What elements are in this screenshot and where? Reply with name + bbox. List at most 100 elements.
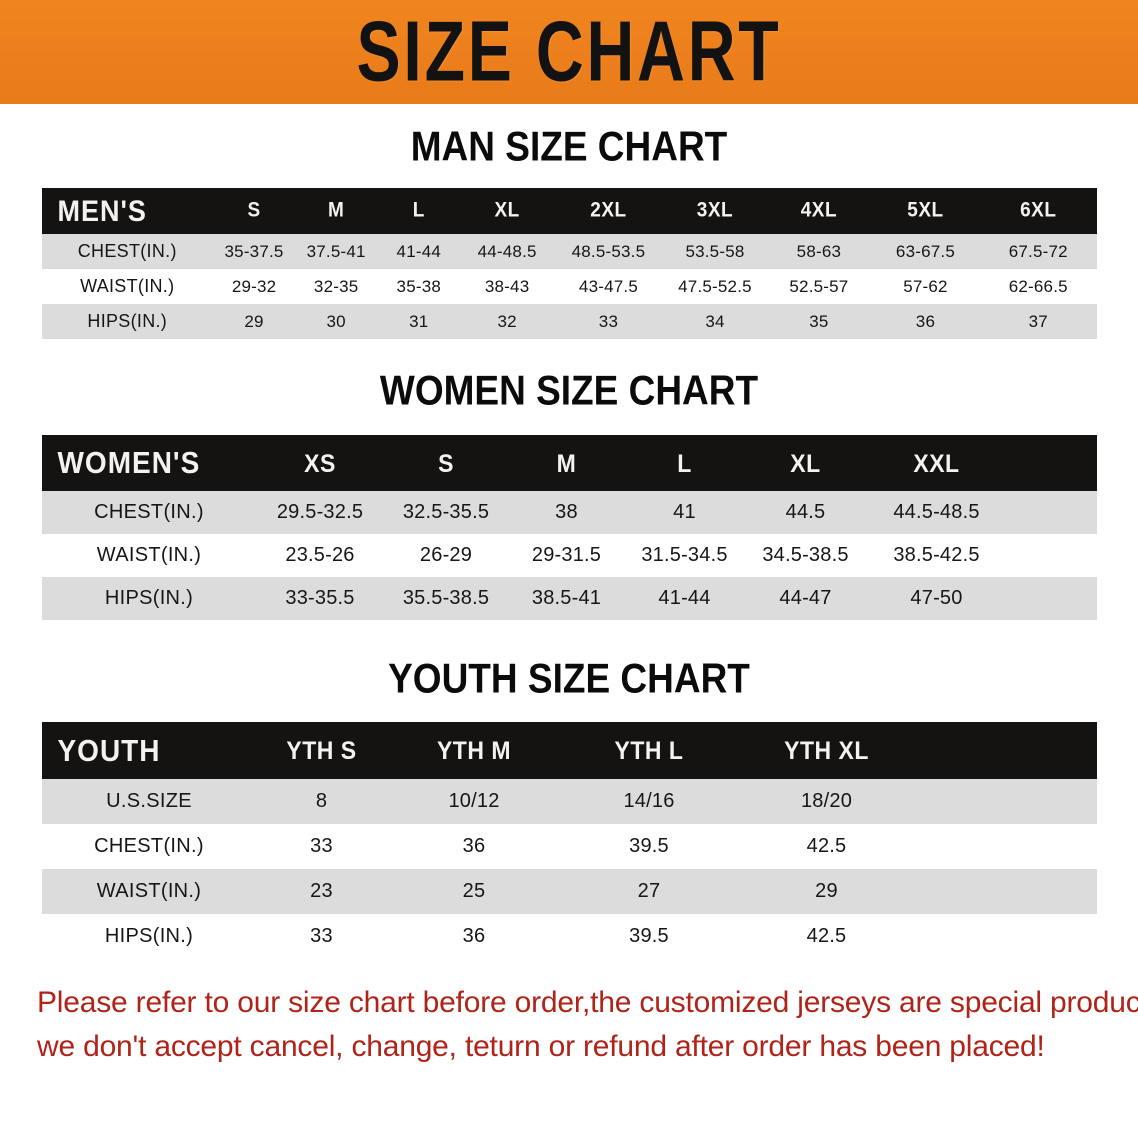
man-cell-0-0: 35-37.5 xyxy=(224,241,284,261)
man-cell-0-8: 67.5-72 xyxy=(1008,241,1068,261)
youth-cell-0-4 xyxy=(917,779,1007,824)
youth-cell-2-3: 29 xyxy=(815,880,838,902)
women-col-header-3: L xyxy=(677,448,692,477)
youth-cell-1-2: 39.5 xyxy=(629,835,669,857)
man-cell-2-3: 32 xyxy=(497,311,517,331)
man-col-header-4: 2XL xyxy=(590,198,627,222)
youth-cell-1-1: 36 xyxy=(462,835,486,857)
man-col-header-0: S xyxy=(247,198,261,222)
man-cell-1-8: 62-66.5 xyxy=(1008,276,1068,296)
youth-cell-0-2: 14/16 xyxy=(623,790,675,812)
page-banner: SIZE CHART xyxy=(0,0,1138,104)
size-chart-page: MAN SIZE CHART MEN'S S M L XL 2XL 3XL 4X… xyxy=(0,123,1138,1068)
man-cell-2-2: 31 xyxy=(409,311,429,331)
women-cell-0-3: 41 xyxy=(673,501,696,523)
women-cell-2-4: 44-47 xyxy=(779,587,832,609)
women-cell-2-0: 33-35.5 xyxy=(285,587,355,609)
man-row-label-0: CHEST(IN.) xyxy=(77,241,177,261)
man-cell-1-7: 57-62 xyxy=(903,276,948,296)
man-cell-1-2: 35-38 xyxy=(396,276,442,296)
youth-col-header-0: YTH S xyxy=(286,735,357,765)
man-cell-0-2: 41-44 xyxy=(396,241,442,261)
youth-size-table: YOUTH YTH S YTH M YTH L YTH XL U.S.SIZE … xyxy=(41,722,1097,959)
man-cell-0-7: 63-67.5 xyxy=(895,241,955,261)
youth-row-label-0: U.S.SIZE xyxy=(106,790,192,812)
youth-cell-3-1: 36 xyxy=(462,925,486,947)
youth-col-header-3: YTH XL xyxy=(784,735,869,765)
women-col-header-2: M xyxy=(556,448,577,477)
table-row: HIPS(IN.) 29 30 31 32 33 34 35 36 37 xyxy=(41,304,1097,339)
man-cell-0-3: 44-48.5 xyxy=(477,241,537,261)
man-cell-2-1: 30 xyxy=(326,311,346,331)
women-cell-0-2: 38 xyxy=(555,501,578,523)
youth-cell-3-5 xyxy=(1007,914,1097,959)
youth-cell-1-3: 42.5 xyxy=(806,835,847,857)
man-cell-1-0: 29-32 xyxy=(231,276,277,296)
man-cell-2-5: 34 xyxy=(705,311,725,331)
youth-cell-3-4 xyxy=(917,914,1007,959)
women-cell-0-5: 44.5-48.5 xyxy=(893,501,980,523)
women-col-header-0: XS xyxy=(304,448,336,477)
table-row: CHEST(IN.) 29.5-32.5 32.5-35.5 38 41 44.… xyxy=(41,491,1097,534)
women-cell-0-0: 29.5-32.5 xyxy=(276,501,364,523)
youth-cell-3-2: 39.5 xyxy=(629,925,669,947)
youth-cell-2-2: 27 xyxy=(637,880,661,902)
youth-cell-1-0: 33 xyxy=(310,835,333,857)
table-row: WAIST(IN.) 29-32 32-35 35-38 38-43 43-47… xyxy=(41,269,1097,304)
youth-col-header-1: YTH M xyxy=(436,735,512,765)
table-row: WAIST(IN.) 23 25 27 29 xyxy=(41,869,1097,914)
women-col-header-5: XXL xyxy=(913,448,960,477)
women-table-header-row: WOMEN'S XS S M L XL XXL xyxy=(41,435,1097,491)
women-cell-2-6 xyxy=(1007,577,1097,620)
women-cell-2-1: 35.5-38.5 xyxy=(402,587,490,609)
women-section-title: WOMEN SIZE CHART xyxy=(379,367,759,414)
man-cell-1-6: 52.5-57 xyxy=(789,276,849,296)
man-cell-2-8: 37 xyxy=(1028,311,1048,331)
man-cell-0-1: 37.5-41 xyxy=(306,241,366,261)
man-col-header-1: M xyxy=(328,198,345,222)
man-cell-2-6: 35 xyxy=(809,311,829,331)
man-row-label-1: WAIST(IN.) xyxy=(80,276,175,296)
women-row-label-0: CHEST(IN.) xyxy=(94,501,204,523)
man-cell-1-3: 38-43 xyxy=(484,276,530,296)
women-cell-0-1: 32.5-35.5 xyxy=(402,501,490,523)
table-row: CHEST(IN.) 33 36 39.5 42.5 xyxy=(41,824,1097,869)
women-cell-2-5: 47-50 xyxy=(910,587,963,609)
man-corner-label: MEN'S xyxy=(57,193,147,227)
youth-cell-2-0: 23 xyxy=(310,880,333,902)
man-cell-0-5: 53.5-58 xyxy=(685,241,745,261)
women-cell-1-5: 38.5-42.5 xyxy=(893,544,980,566)
youth-cell-2-1: 25 xyxy=(462,880,486,902)
youth-cell-2-4 xyxy=(917,869,1007,914)
youth-row-label-2: WAIST(IN.) xyxy=(96,880,202,902)
man-cell-0-4: 48.5-53.5 xyxy=(571,241,646,261)
youth-table-header-row: YOUTH YTH S YTH M YTH L YTH XL xyxy=(41,722,1097,779)
youth-cell-0-5 xyxy=(1007,779,1097,824)
youth-cell-3-3: 42.5 xyxy=(806,925,847,947)
women-corner-label: WOMEN'S xyxy=(57,445,201,480)
disclaimer-line-2: we don't accept cancel, change, teturn o… xyxy=(37,1029,1045,1063)
man-cell-2-4: 33 xyxy=(598,311,619,331)
disclaimer-text: Please refer to our size chart before or… xyxy=(19,981,1138,1068)
man-col-header-3: XL xyxy=(494,198,520,222)
women-cell-1-6 xyxy=(1007,534,1097,577)
women-cell-0-6 xyxy=(1007,491,1097,534)
women-cell-1-1: 26-29 xyxy=(419,544,473,566)
page-title: SIZE CHART xyxy=(356,4,782,100)
man-row-label-2: HIPS(IN.) xyxy=(87,311,168,331)
man-table-header-row: MEN'S S M L XL 2XL 3XL 4XL 5XL 6XL xyxy=(41,188,1097,234)
man-col-header-2: L xyxy=(412,198,425,222)
youth-cell-0-0: 8 xyxy=(315,790,328,812)
women-cell-1-3: 31.5-34.5 xyxy=(641,544,728,566)
youth-cell-2-5 xyxy=(1007,869,1097,914)
man-section-title: MAN SIZE CHART xyxy=(410,123,728,170)
man-cell-0-6: 58-63 xyxy=(796,241,842,261)
women-cell-0-4: 44.5 xyxy=(785,501,826,523)
man-cell-2-7: 36 xyxy=(915,311,936,331)
table-row: HIPS(IN.) 33 36 39.5 42.5 xyxy=(41,914,1097,959)
youth-cell-1-5 xyxy=(1007,824,1097,869)
table-row: U.S.SIZE 8 10/12 14/16 18/20 xyxy=(41,779,1097,824)
man-cell-2-0: 29 xyxy=(244,311,264,331)
table-row: HIPS(IN.) 33-35.5 35.5-38.5 38.5-41 41-4… xyxy=(41,577,1097,620)
women-row-label-1: WAIST(IN.) xyxy=(96,544,202,566)
